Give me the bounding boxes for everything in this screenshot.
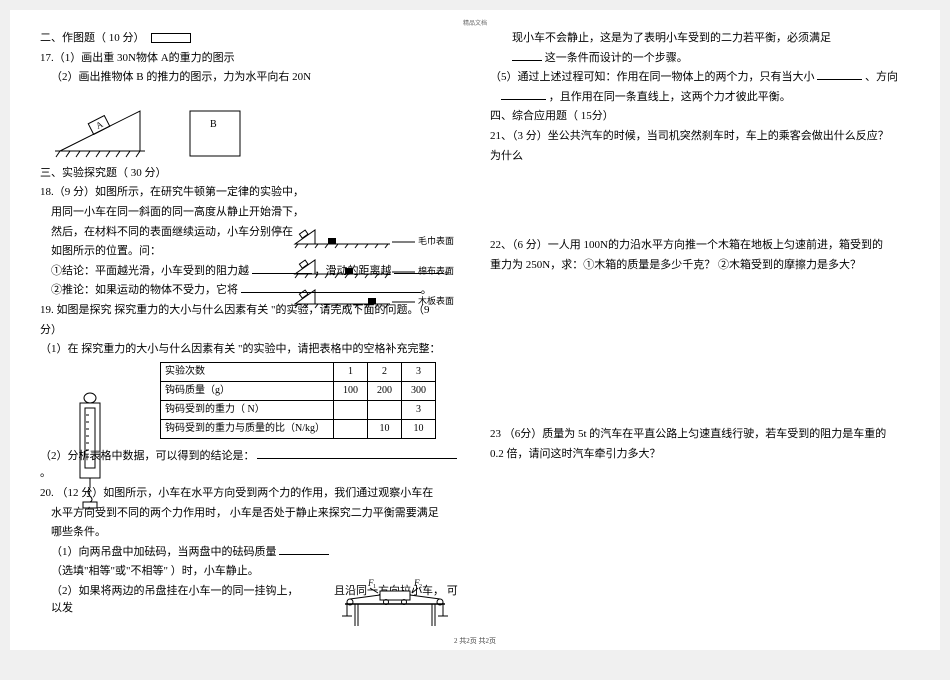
cell-r3c3: 3 <box>402 400 436 419</box>
table-row: 钩码受到的重力（ N） 3 <box>161 400 436 419</box>
cell-r2c1: 100 <box>334 381 368 400</box>
surface-c: 木板表面 <box>418 294 454 308</box>
cell-r2c3: 300 <box>402 381 436 400</box>
r2a: 这一条件而设计的一个步骤。 <box>545 52 688 64</box>
cell-r3c0: 钩码受到的重力（ N） <box>161 400 334 419</box>
sec2-title: 二、作图题（ 10 分） <box>40 30 460 48</box>
r2: 这一条件而设计的一个步骤。 <box>490 50 910 68</box>
r4a: ，且作用在同一条直线上，这两个力才彼此平衡。 <box>549 91 791 103</box>
cell-r4c3: 10 <box>402 419 436 438</box>
cell-r1c1: 1 <box>334 362 368 381</box>
q17-1: 17.（1）画出重 30N物体 A的重力的图示 <box>40 50 460 68</box>
cell-r4c0: 钩码受到的重力与质量的比（N/kg） <box>161 419 334 438</box>
svg-text:1: 1 <box>373 584 376 590</box>
q20-1a: （1）向两吊盘中加砝码，当两盘中的砝码质量 <box>51 546 277 558</box>
q22b: 重力为 250N，求：①木箱的质量是多少千克？ ②木箱受到的摩擦力是多大？ <box>490 257 910 275</box>
r3a: （5）通过上述过程可知：作用在同一物体上的两个力，只有当大小 <box>490 71 815 83</box>
sec3-title: 三、实验探究题（ 30 分） <box>40 165 460 183</box>
r3b: 、方向 <box>865 71 898 83</box>
sec4-title: 四、综合应用题（ 15分） <box>490 108 910 126</box>
cell-r3c1 <box>334 400 368 419</box>
svg-text:2: 2 <box>419 584 422 590</box>
cell-r2c2: 200 <box>368 381 402 400</box>
q18-e2a: ②推论：如果运动的物体不受力，它将 <box>51 284 238 296</box>
q20-c: 哪些条件。 <box>40 524 460 542</box>
right-column: 现小车不会静止，这是为了表明小车受到的二力若平衡，必须满足 这一条件而设计的一个… <box>490 30 910 640</box>
cell-r1c2: 2 <box>368 362 402 381</box>
q20-2a: （2）如果将两边的吊盘挂在小车一的同一挂钩上， <box>51 585 299 597</box>
cell-r3c2 <box>368 400 402 419</box>
sec2-title-text: 二、作图题（ 10 分） <box>40 32 145 44</box>
cell-r1c3: 3 <box>402 362 436 381</box>
fig-surfaces: 毛巾表面 棉布表面 木板表面 <box>290 222 460 312</box>
fig-spring <box>68 390 113 510</box>
surface-b: 棉布表面 <box>418 264 454 278</box>
table-row: 实验次数 1 2 3 <box>161 362 436 381</box>
r3: （5）通过上述过程可知：作用在同一物体上的两个力，只有当大小 、方向 <box>490 69 910 87</box>
page-footer: 2 共2页 共2页 <box>454 636 496 646</box>
svg-text:B: B <box>210 119 217 130</box>
cell-r4c2: 10 <box>368 419 402 438</box>
q19-b: 分） <box>40 322 460 340</box>
cell-r4c1 <box>334 419 368 438</box>
cell-r2c0: 钩码质量（g） <box>161 381 334 400</box>
r1: 现小车不会静止，这是为了表明小车受到的二力若平衡，必须满足 <box>490 30 910 48</box>
q19-1: （1）在 探究重力的大小与什么因素有关 "的实验中，请把表格中的空格补充完整： <box>40 341 460 359</box>
q21: 21、（3 分）坐公共汽车的时候，当司机突然刹车时，车上的乘客会做出什么反应？ <box>490 128 910 146</box>
q23b: 0.2 倍，请问这时汽车牵引力多大？ <box>490 446 910 464</box>
q20-1: （1）向两吊盘中加砝码，当两盘中的砝码质量 <box>40 544 460 562</box>
table-row: 钩码受到的重力与质量的比（N/kg） 10 10 <box>161 419 436 438</box>
q21b: 为什么 <box>490 148 910 166</box>
left-column: 二、作图题（ 10 分） 17.（1）画出重 30N物体 A的重力的图示 （2）… <box>40 30 460 640</box>
q22: 22、（6 分）一人用 100N的力沿水平方向推一个木箱在地板上匀速前进，箱受到… <box>490 237 910 255</box>
q18-e1a: ①结论：平面越光滑，小车受到的阻力越 <box>51 265 249 277</box>
fig-incline-box: A B <box>50 91 460 161</box>
data-table: 实验次数 1 2 3 钩码质量（g） 100 200 300 钩码受到的重力（ … <box>160 362 436 439</box>
r4: ，且作用在同一条直线上，这两个力才彼此平衡。 <box>490 89 910 107</box>
header-tiny: 精品文档 <box>463 18 487 27</box>
table-row: 钩码质量（g） 100 200 300 <box>161 381 436 400</box>
cell-r1c0: 实验次数 <box>161 362 334 381</box>
q18-b: 用同一小车在同一斜面的同一高度从静止开始滑下， <box>40 204 460 222</box>
q23: 23 （6分）质量为 5t 的汽车在平直公路上匀速直线行驶，若车受到的阻力是车重… <box>490 426 910 444</box>
q18-a: 18.（9 分）如图所示，在研究牛顿第一定律的实验中， <box>40 184 460 202</box>
fig-balance: F1 F2 <box>340 574 450 642</box>
q17-2: （2）画出推物体 B 的推力的图示，力为水平向右 20N <box>40 69 460 87</box>
surface-a: 毛巾表面 <box>418 234 454 248</box>
